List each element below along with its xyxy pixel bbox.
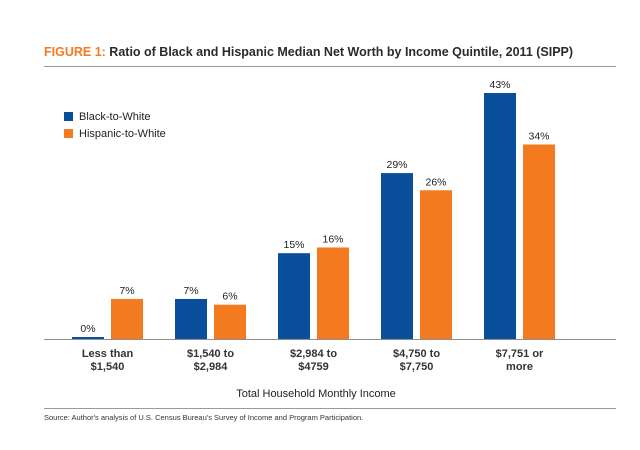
- legend-item-hispanic-to-white: Hispanic-to-White: [64, 125, 166, 142]
- data-label-hispanic-to-white-3: 16%: [322, 233, 343, 245]
- x-tick-label-5-line-1: $7,751 or: [496, 348, 544, 360]
- legend-swatch-hispanic-to-white: [64, 129, 73, 138]
- figure-label: FIGURE 1:: [44, 45, 106, 59]
- source-note: Source: Author's analysis of U.S. Census…: [44, 413, 364, 422]
- data-label-black-to-white-3: 15%: [283, 239, 304, 251]
- x-tick-label-1-line-1: Less than: [82, 348, 134, 360]
- bar-black-to-white-5: [484, 93, 516, 339]
- chart-legend: Black-to-White Hispanic-to-White: [64, 108, 166, 142]
- data-label-black-to-white-5: 43%: [489, 79, 510, 91]
- x-axis-title: Total Household Monthly Income: [236, 388, 396, 400]
- bar-hispanic-to-white-1: [111, 298, 143, 339]
- data-label-hispanic-to-white-4: 26%: [425, 176, 446, 188]
- top-divider: [44, 66, 616, 67]
- x-tick-label-1-line-2: $1,540: [91, 361, 125, 373]
- figure-title-text: Ratio of Black and Hispanic Median Net W…: [109, 45, 574, 59]
- x-tick-label-4-line-1: $4,750 to: [393, 348, 440, 360]
- bar-black-to-white-3: [278, 253, 310, 339]
- bar-hispanic-to-white-2: [214, 304, 246, 339]
- data-label-black-to-white-1: 0%: [80, 323, 95, 335]
- bottom-divider: [44, 408, 616, 409]
- data-label-black-to-white-4: 29%: [386, 159, 407, 171]
- legend-item-black-to-white: Black-to-White: [64, 108, 166, 125]
- x-tick-label-3-line-1: $2,984 to: [290, 348, 337, 360]
- x-tick-label-3-line-2: $4759: [298, 361, 329, 373]
- x-tick-label-2-line-1: $1,540 to: [187, 348, 234, 360]
- figure-title: FIGURE 1: Ratio of Black and Hispanic Me…: [44, 45, 573, 59]
- x-tick-label-2-line-2: $2,984: [194, 361, 229, 373]
- bar-hispanic-to-white-5: [523, 144, 555, 339]
- x-tick-label-4-line-2: $7,750: [400, 361, 434, 373]
- legend-swatch-black-to-white: [64, 112, 73, 121]
- legend-label-black-to-white: Black-to-White: [79, 110, 151, 123]
- data-label-hispanic-to-white-2: 6%: [222, 291, 237, 303]
- data-label-black-to-white-2: 7%: [183, 285, 198, 297]
- legend-label-hispanic-to-white: Hispanic-to-White: [79, 127, 166, 140]
- bar-black-to-white-4: [381, 173, 413, 339]
- data-label-hispanic-to-white-5: 34%: [528, 130, 549, 142]
- bar-black-to-white-1: [72, 337, 104, 339]
- bar-hispanic-to-white-4: [420, 190, 452, 339]
- bar-black-to-white-2: [175, 298, 207, 339]
- bar-hispanic-to-white-3: [317, 247, 349, 339]
- data-label-hispanic-to-white-1: 7%: [119, 285, 134, 297]
- x-tick-label-5-line-2: more: [506, 361, 533, 373]
